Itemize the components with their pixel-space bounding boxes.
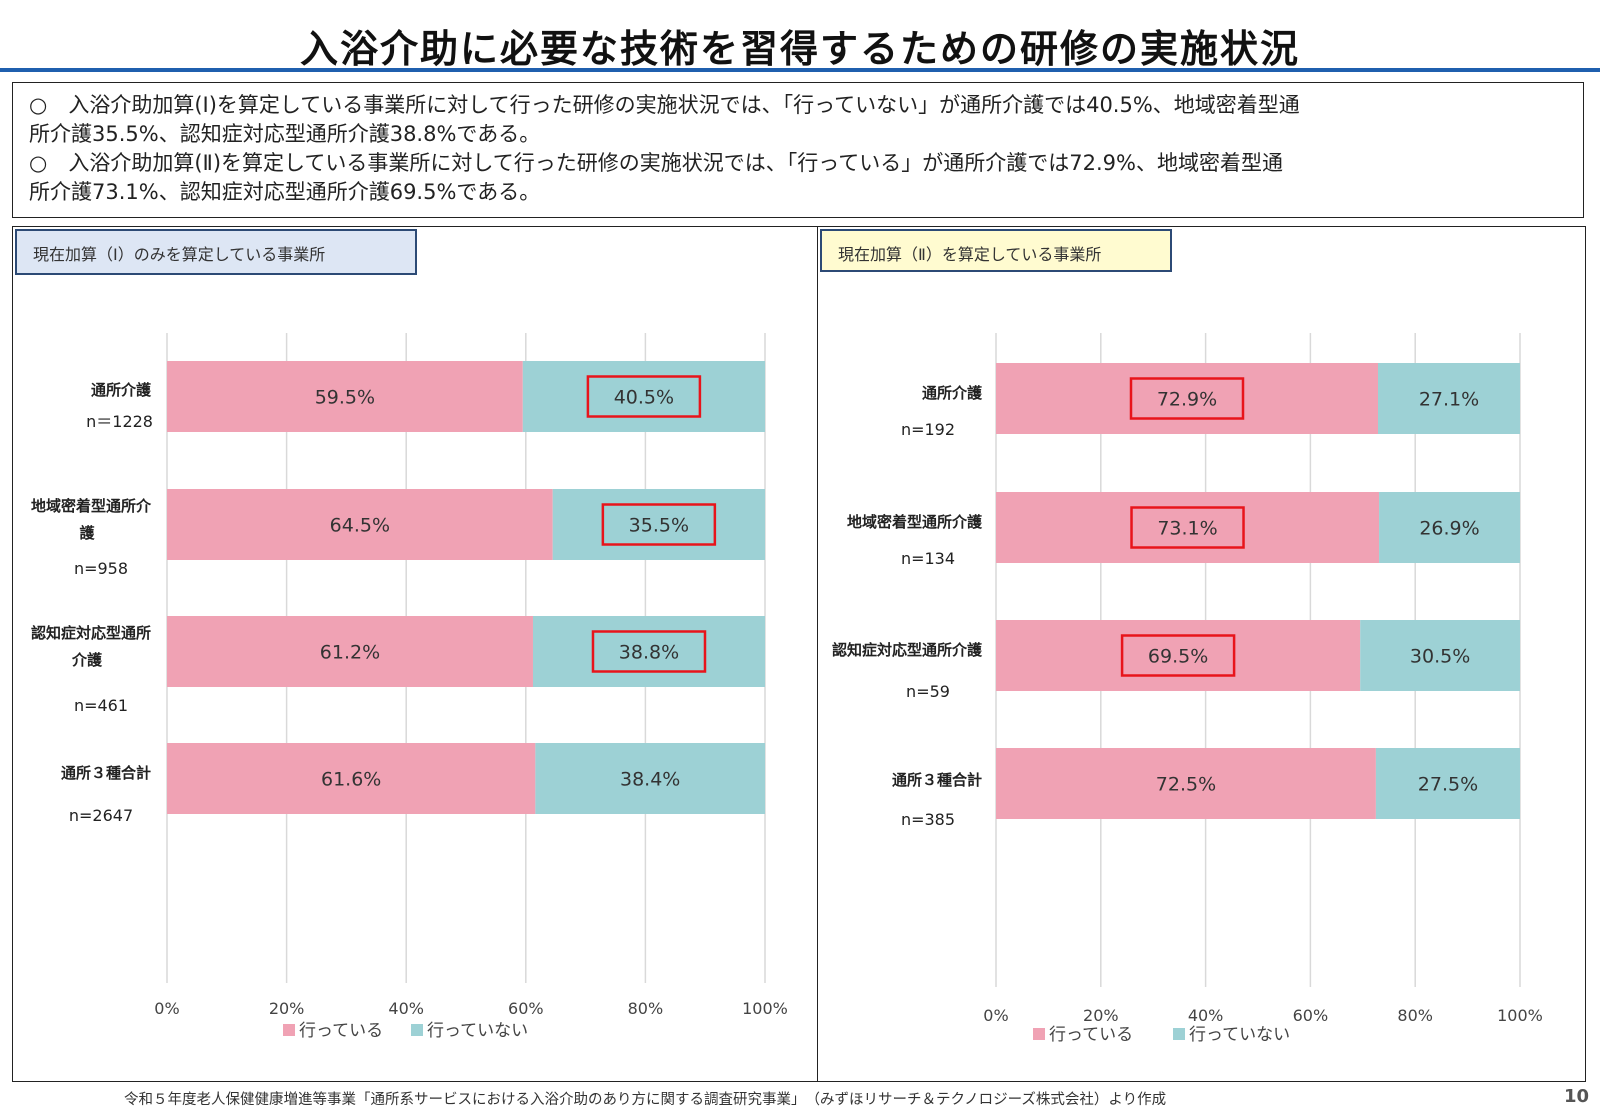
bar-segment (167, 361, 523, 432)
legend-label: 行っていない (1189, 1025, 1290, 1045)
category-label: 地域密着型通所介護 (847, 513, 983, 531)
page-number: 10 (1564, 1086, 1590, 1107)
stacked-bar-chart-kasan-2: 0% 20% 40% 60% 80% 100% 72.9% 27.1% 通所介護 n=192 73.… (832, 333, 1543, 1045)
data-label: 30.5% (1410, 646, 1470, 668)
bar-segment (1379, 492, 1520, 563)
summary-line: ○ 入浴介助加算(Ⅱ)を算定している事業所に対して行った研修の実施状況では、「行… (29, 151, 1283, 175)
category-label: 護 (79, 524, 95, 542)
data-label: 27.1% (1419, 389, 1479, 411)
bar-segment (532, 616, 765, 687)
n-label: n=192 (901, 420, 955, 439)
legend-label: 行っている (299, 1021, 383, 1041)
category-label: 地域密着型通所介 (31, 497, 152, 515)
legend-swatch (283, 1024, 295, 1036)
legend-swatch (411, 1024, 423, 1036)
x-tick-label: 80% (1397, 1006, 1433, 1025)
data-label: 38.8% (619, 642, 679, 664)
highlight-box (1130, 506, 1245, 549)
n-label: n=134 (901, 549, 955, 568)
highlight-box (601, 503, 717, 546)
category-label: 通所介護 (922, 384, 983, 402)
highlight-box (1129, 377, 1245, 420)
category-label: 通所３種合計 (892, 771, 982, 789)
n-label: n＝1228 (86, 412, 153, 431)
bar-segment (1375, 748, 1520, 819)
x-tick-label: 60% (1293, 1006, 1329, 1025)
bar-segment (996, 748, 1376, 819)
page-title: 入浴介助に必要な技術を習得するための研修の実施状況 (299, 27, 1300, 71)
x-tick-label: 0% (154, 999, 179, 1018)
legend-label: 行っていない (427, 1021, 528, 1041)
summary-line: ○ 入浴介助加算(Ⅰ)を算定している事業所に対して行った研修の実施状況では、「行… (29, 93, 1300, 117)
data-label: 59.5% (315, 387, 375, 409)
highlight-box (591, 630, 707, 673)
stacked-bar-chart-kasan-1: 0% 20% 40% 60% 80% 100% 59.5% 40.5% 通所介護 n＝1228 64… (31, 333, 788, 1041)
data-label: 40.5% (614, 387, 674, 409)
bar-segment (552, 489, 765, 560)
bar-segment (167, 743, 536, 814)
x-tick-label: 0% (983, 1006, 1008, 1025)
n-label: n=461 (74, 696, 128, 715)
summary-box: ○ 入浴介助加算(Ⅰ)を算定している事業所に対して行った研修の実施状況では、「行… (12, 82, 1584, 218)
bar-segment (996, 363, 1378, 434)
data-label: 73.1% (1157, 518, 1217, 540)
data-label: 27.5% (1418, 774, 1478, 796)
bar-segment (535, 743, 765, 814)
data-label: 64.5% (330, 515, 390, 537)
highlight-box (1120, 634, 1236, 677)
bar-segment (1360, 620, 1520, 691)
chart-panel-kasan-1: 現在加算（Ⅰ）のみを算定している事業所 0% 20% 40% 60% 80% 100% 59… (12, 226, 818, 1082)
data-label: 69.5% (1148, 646, 1208, 668)
summary-line: 所介護73.1%、認知症対応型通所介護69.5%である。 (29, 180, 541, 204)
summary-line: 所介護35.5%、認知症対応型通所介護38.8%である。 (29, 122, 541, 146)
category-label: 通所介護 (91, 381, 152, 399)
category-label: 通所３種合計 (61, 764, 151, 782)
category-label: 認知症対応型通所 (31, 624, 151, 642)
data-label: 38.4% (620, 769, 680, 791)
panel-label: 現在加算（Ⅱ）を算定している事業所 (820, 229, 1172, 272)
data-label: 72.9% (1157, 389, 1217, 411)
highlight-box (586, 375, 702, 418)
x-tick-label: 100% (742, 999, 788, 1018)
bar-segment (167, 489, 553, 560)
bar-segment (1377, 363, 1520, 434)
x-tick-label: 20% (269, 999, 305, 1018)
x-tick-label: 100% (1497, 1006, 1543, 1025)
chart-panel-kasan-2: 現在加算（Ⅱ）を算定している事業所 0% 20% 40% 60% 80% 100% 72.9… (817, 226, 1586, 1082)
data-label: 35.5% (629, 515, 689, 537)
category-label: 介護 (71, 651, 103, 669)
source-note: 令和５年度老人保健健康増進等事業「通所系サービスにおける入浴介助のあり方に関する… (124, 1092, 1167, 1108)
category-label: 認知症対応型通所介護 (832, 641, 983, 659)
legend-label: 行っている (1049, 1025, 1133, 1045)
data-label: 26.9% (1419, 518, 1479, 540)
legend-swatch (1033, 1028, 1045, 1040)
title-rule (0, 68, 1600, 72)
panel-label: 現在加算（Ⅰ）のみを算定している事業所 (15, 229, 417, 275)
bar-segment (522, 361, 765, 432)
bar-segment (996, 620, 1361, 691)
x-tick-label: 60% (508, 999, 544, 1018)
legend-swatch (1173, 1028, 1185, 1040)
n-label: n=2647 (69, 806, 133, 825)
data-label: 72.5% (1156, 774, 1216, 796)
x-tick-label: 20% (1083, 1006, 1119, 1025)
x-tick-label: 40% (388, 999, 424, 1018)
n-label: n=385 (901, 810, 955, 829)
n-label: n=59 (906, 682, 950, 701)
data-label: 61.6% (321, 769, 381, 791)
bar-segment (996, 492, 1380, 563)
n-label: n=958 (74, 559, 128, 578)
x-tick-label: 80% (628, 999, 664, 1018)
x-tick-label: 40% (1188, 1006, 1224, 1025)
data-label: 61.2% (320, 642, 380, 664)
bar-segment (167, 616, 533, 687)
